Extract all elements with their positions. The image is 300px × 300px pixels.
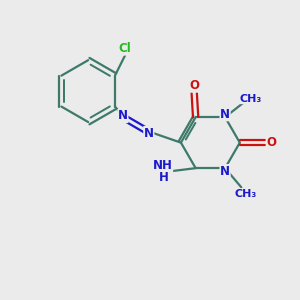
Text: Cl: Cl — [119, 42, 132, 55]
Text: N: N — [144, 127, 154, 140]
Text: CH₃: CH₃ — [240, 94, 262, 103]
Text: O: O — [266, 136, 276, 149]
Text: CH₃: CH₃ — [235, 189, 257, 199]
Text: N: N — [220, 165, 230, 178]
Text: O: O — [189, 79, 199, 92]
Text: NH: NH — [153, 159, 172, 172]
Text: H: H — [159, 171, 169, 184]
Text: N: N — [118, 110, 128, 122]
Text: N: N — [220, 108, 230, 121]
